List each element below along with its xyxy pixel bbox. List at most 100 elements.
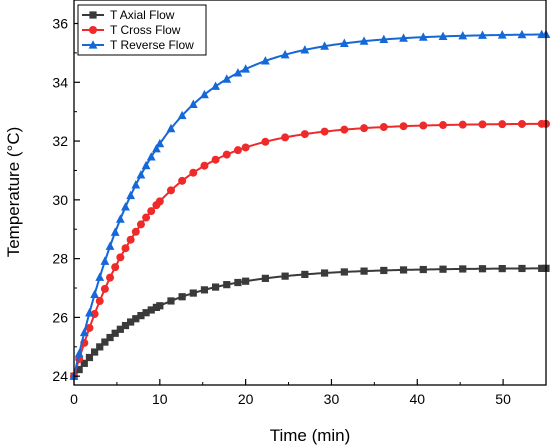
data-point (379, 123, 388, 132)
data-point (478, 265, 487, 273)
data-point (200, 161, 209, 170)
data-point (85, 308, 94, 317)
data-point (320, 269, 329, 277)
data-point (223, 281, 231, 289)
legend-label: T Cross Flow (110, 23, 181, 37)
data-point (177, 110, 187, 120)
data-point (200, 89, 209, 99)
data-point (234, 278, 242, 287)
data-point (106, 273, 115, 282)
data-point (517, 29, 527, 39)
data-point (147, 207, 156, 216)
data-point (340, 268, 348, 276)
data-point (242, 277, 250, 285)
data-point (111, 263, 120, 272)
data-point (131, 227, 140, 236)
data-point (90, 289, 99, 299)
data-point (478, 30, 487, 39)
series-2 (69, 29, 550, 380)
data-point (517, 119, 526, 128)
data-point (379, 34, 389, 44)
data-point (212, 283, 220, 291)
series-line (73, 33, 547, 377)
x-tick-label: 50 (495, 391, 511, 407)
x-axis-title: Time (min) (270, 426, 351, 445)
data-point (126, 190, 136, 200)
data-point (111, 329, 119, 337)
data-point (261, 137, 270, 146)
data-point (222, 74, 232, 83)
x-tick-label: 30 (324, 391, 340, 407)
y-tick-label: 28 (52, 251, 68, 267)
data-point (116, 325, 124, 333)
data-point (498, 120, 507, 129)
data-point (222, 150, 231, 159)
data-point (261, 274, 269, 282)
data-point (360, 124, 369, 133)
y-axis-title: Temperature (°C) (4, 127, 23, 258)
data-point (136, 170, 146, 179)
data-point (339, 38, 349, 47)
y-tick-label: 26 (52, 309, 68, 325)
data-point (419, 121, 428, 130)
legend-label: T Reverse Flow (110, 38, 194, 52)
data-point (497, 30, 507, 39)
data-point (320, 41, 329, 50)
data-point (156, 302, 164, 310)
data-point (211, 155, 220, 164)
data-point (155, 197, 164, 206)
data-point (166, 186, 175, 195)
legend-label: T Axial Flow (110, 8, 175, 22)
data-point (116, 253, 125, 262)
data-point (360, 267, 368, 275)
data-point (458, 30, 468, 40)
data-point (178, 176, 187, 185)
data-point (189, 168, 198, 177)
data-point (166, 123, 176, 133)
data-point (96, 343, 104, 351)
data-point (320, 127, 329, 136)
data-point (241, 64, 251, 73)
data-point (419, 265, 427, 274)
data-point (439, 121, 448, 130)
data-point (126, 235, 135, 244)
data-point (121, 202, 130, 211)
data-point (439, 265, 447, 273)
series-1 (70, 119, 550, 381)
data-point (418, 32, 428, 41)
data-point (459, 265, 467, 273)
data-point (85, 353, 94, 362)
data-point (281, 133, 290, 142)
data-point (233, 146, 242, 155)
legend-marker (89, 26, 97, 34)
data-point (131, 180, 141, 189)
data-point (478, 120, 487, 129)
data-point (178, 293, 186, 301)
data-point (127, 318, 135, 326)
data-point (438, 31, 448, 40)
data-point (95, 297, 104, 306)
series-0 (70, 264, 550, 380)
data-point (155, 138, 165, 148)
y-axis: 24 26 28 30 32 34 36 (52, 16, 80, 384)
data-point (106, 333, 114, 342)
data-point (188, 99, 198, 108)
data-point (200, 286, 209, 294)
legend-marker (89, 11, 97, 19)
data-point (74, 348, 84, 358)
x-axis: 0 10 20 30 40 50 (70, 379, 511, 407)
data-point (458, 120, 467, 129)
y-tick-label: 34 (52, 74, 68, 90)
series-layer (69, 29, 550, 381)
data-point (498, 264, 506, 273)
x-tick-label: 20 (238, 391, 254, 407)
data-point (79, 327, 89, 337)
y-tick-label: 32 (52, 133, 68, 149)
data-point (211, 81, 220, 90)
data-point (280, 49, 290, 59)
data-point (399, 122, 408, 131)
data-point (518, 264, 526, 273)
data-point (233, 68, 243, 77)
data-point (121, 321, 130, 330)
